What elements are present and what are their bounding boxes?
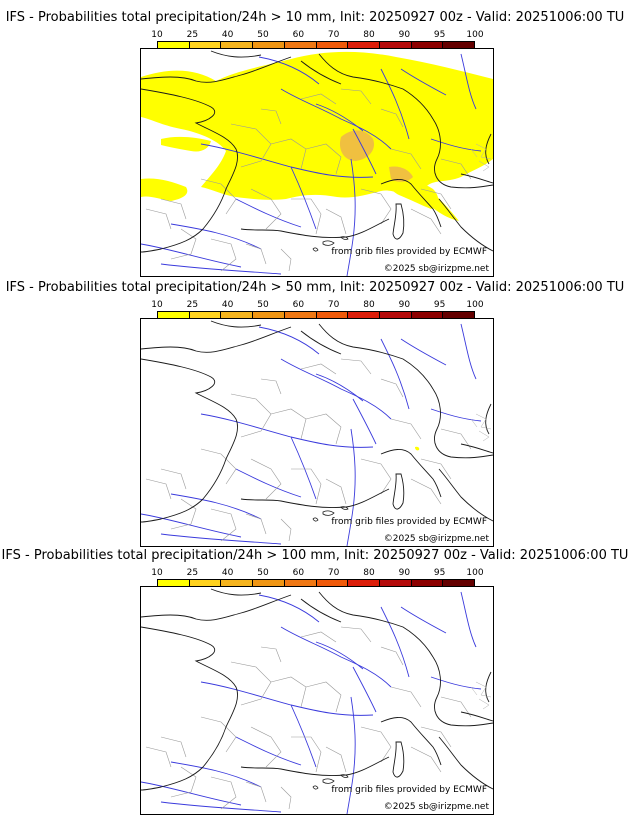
colorbar-tick-label: 90 <box>398 30 411 40</box>
colorbar-tick-label: 10 <box>151 568 163 578</box>
map-canvas <box>141 588 493 814</box>
colorbar-tick-label: 80 <box>363 30 375 40</box>
colorbar-tick-label: 90 <box>398 568 411 578</box>
colorbar-swatch <box>253 580 285 586</box>
colorbar-tick-label: 100 <box>466 30 484 40</box>
colorbar-tick-label: 60 <box>292 568 305 578</box>
colorbar-swatch <box>316 580 349 586</box>
colorbar-swatch <box>253 42 285 48</box>
colorbar-swatch <box>284 580 317 586</box>
precip-area <box>141 51 493 222</box>
colorbar-swatch <box>221 42 254 48</box>
colorbar-tick-label: 90 <box>398 300 411 310</box>
colorbar-tick-label: 100 <box>466 568 484 578</box>
colorbar-tick-label: 50 <box>257 30 269 40</box>
colorbar-tick-label: 60 <box>292 30 305 40</box>
colorbar-swatch <box>316 312 349 318</box>
colorbar-tick-label: 25 <box>186 30 199 40</box>
colorbar-tick-label: 70 <box>327 568 340 578</box>
colorbar-swatch <box>411 580 444 586</box>
colorbar-tick-label: 95 <box>433 568 446 578</box>
colorbar-tick-label: 60 <box>292 300 305 310</box>
colorbar-swatch <box>348 580 380 586</box>
colorbar-swatch <box>189 580 222 586</box>
source-credit: from grib files provided by ECMWF <box>331 517 487 527</box>
colorbar-tick-label: 25 <box>186 568 199 578</box>
colorbar-labels: 10 25 40 50 60 70 80 90 95 100 <box>151 30 483 40</box>
map-panel-10mm: IFS - Probabilities total precipitation/… <box>0 10 630 282</box>
colorbar-labels: 10 25 40 50 60 70 80 90 95 100 <box>151 300 483 310</box>
colorbar-swatch <box>443 580 475 586</box>
precip-area <box>415 446 420 451</box>
colorbar-swatch <box>443 42 475 48</box>
colorbar-swatch <box>158 580 190 586</box>
colorbar-labels: 10 25 40 50 60 70 80 90 95 100 <box>151 568 483 578</box>
colorbar-swatch <box>284 42 317 48</box>
copyright-credit: ©2025 sb@irizpme.net <box>383 534 489 544</box>
colorbar-tick-label: 40 <box>221 30 234 40</box>
panel-title: IFS - Probabilities total precipitation/… <box>5 10 625 25</box>
colorbar-swatch <box>348 42 380 48</box>
colorbar-tick-label: 50 <box>257 568 269 578</box>
colorbar-tick-label: 40 <box>221 300 234 310</box>
colorbar-tick-label: 70 <box>327 300 340 310</box>
colorbar-swatch <box>189 312 222 318</box>
copyright-credit: ©2025 sb@irizpme.net <box>383 802 489 812</box>
colorbar-swatch <box>379 312 412 318</box>
colorbar-swatch <box>348 312 380 318</box>
panel-title: IFS - Probabilities total precipitation/… <box>1 548 629 563</box>
colorbar-swatch <box>379 580 412 586</box>
colorbar-swatch <box>158 312 190 318</box>
colorbar-tick-label: 25 <box>186 300 199 310</box>
source-credit: from grib files provided by ECMWF <box>331 785 487 795</box>
source-credit: from grib files provided by ECMWF <box>331 247 487 257</box>
map-panel-100mm: IFS - Probabilities total precipitation/… <box>0 548 630 820</box>
colorbar-swatch <box>253 312 285 318</box>
copyright-credit: ©2025 sb@irizpme.net <box>383 264 489 274</box>
colorbar-tick-label: 80 <box>363 568 375 578</box>
colorbar-tick-label: 80 <box>363 300 375 310</box>
colorbar-swatch <box>316 42 349 48</box>
panel-title: IFS - Probabilities total precipitation/… <box>5 280 625 295</box>
colorbar-swatch <box>411 42 444 48</box>
colorbar-tick-label: 100 <box>466 300 484 310</box>
map-panel-50mm: IFS - Probabilities total precipitation/… <box>0 280 630 552</box>
colorbar-tick-label: 50 <box>257 300 269 310</box>
colorbar-swatch <box>379 42 412 48</box>
colorbar-tick-label: 70 <box>327 30 340 40</box>
precip-map: from grib files provided by ECMWF ©2025 … <box>140 586 494 815</box>
colorbar-tick-label: 10 <box>151 300 163 310</box>
map-canvas <box>141 320 493 546</box>
colorbar-swatch <box>443 312 475 318</box>
colorbar-swatch <box>158 42 190 48</box>
colorbar-tick-label: 95 <box>433 300 446 310</box>
colorbar-tick-label: 95 <box>433 30 446 40</box>
colorbar-swatch <box>189 42 222 48</box>
colorbar-swatch <box>221 312 254 318</box>
map-canvas <box>141 50 493 276</box>
colorbar-swatch <box>284 312 317 318</box>
colorbar-swatch <box>221 580 254 586</box>
precip-map: from grib files provided by ECMWF ©2025 … <box>140 48 494 277</box>
colorbar-tick-label: 10 <box>151 30 163 40</box>
colorbar-swatch <box>411 312 444 318</box>
precip-map: from grib files provided by ECMWF ©2025 … <box>140 318 494 547</box>
colorbar-tick-label: 40 <box>221 568 234 578</box>
